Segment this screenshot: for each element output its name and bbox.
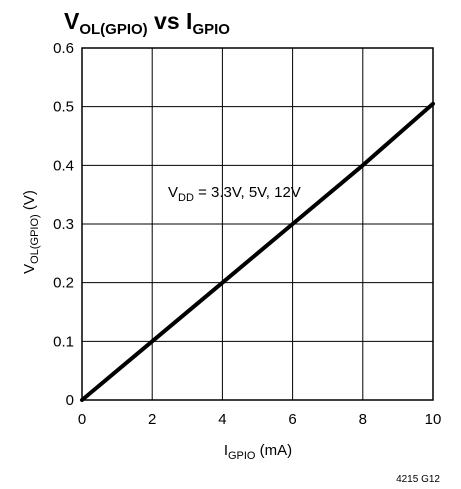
xlabel-unit: (mA) bbox=[256, 442, 293, 459]
ylabel-sub: OL(GPIO) bbox=[29, 214, 41, 264]
title-i-sub: GPIO bbox=[192, 21, 230, 38]
y-tick-label: 0 bbox=[66, 392, 74, 409]
y-tick-label: 0.5 bbox=[53, 99, 74, 116]
y-tick-label: 0.6 bbox=[53, 40, 74, 57]
x-tick-label: 4 bbox=[218, 411, 226, 428]
ylabel-unit: (V) bbox=[21, 190, 38, 214]
x-tick-label: 6 bbox=[288, 411, 296, 428]
y-axis-label: VOL(GPIO) (V) bbox=[21, 190, 41, 274]
annotation-values: = 3.3V, 5V, 12V bbox=[194, 184, 301, 201]
series-line-0 bbox=[80, 101, 435, 402]
y-tick-label: 0.4 bbox=[53, 157, 74, 174]
ylabel-v: V bbox=[21, 264, 38, 274]
plot-frame bbox=[81, 47, 434, 401]
y-tick-label: 0.3 bbox=[53, 216, 74, 233]
y-tick-label: 0.2 bbox=[53, 275, 74, 292]
y-tick-labels: 0 0.1 0.2 0.3 0.4 0.5 0.6 bbox=[53, 40, 74, 409]
annotation: VDD = 3.3V, 5V, 12V bbox=[168, 184, 301, 204]
x-axis-label: IGPIO (mA) bbox=[224, 442, 292, 462]
xlabel-sub: GPIO bbox=[228, 450, 256, 462]
x-tick-labels: 0 2 4 6 8 10 bbox=[78, 411, 442, 428]
x-tick-label: 0 bbox=[78, 411, 86, 428]
title-v: V bbox=[64, 8, 80, 34]
figure-code: 4215 G12 bbox=[396, 474, 440, 485]
annotation-v-sub: DD bbox=[178, 192, 194, 204]
title-v-sub: OL(GPIO) bbox=[79, 21, 147, 38]
chart-title: VOL(GPIO) vs IGPIO bbox=[64, 8, 230, 38]
x-tick-label: 8 bbox=[359, 411, 367, 428]
x-tick-label: 2 bbox=[148, 411, 156, 428]
series bbox=[80, 101, 435, 402]
title-vs-i: vs I bbox=[148, 8, 193, 34]
y-tick-label: 0.1 bbox=[53, 333, 74, 350]
xlabel-i: I bbox=[224, 442, 228, 459]
x-tick-label: 10 bbox=[425, 411, 442, 428]
grid bbox=[81, 47, 434, 401]
annotation-v: V bbox=[168, 184, 178, 201]
